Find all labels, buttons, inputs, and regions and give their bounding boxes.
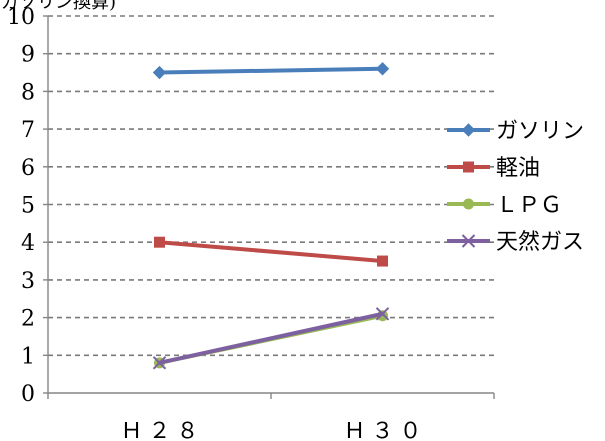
- series-2: [154, 236, 388, 267]
- chart-title: L(ガソリン換算): [0, 0, 116, 13]
- legend-label: ガソリン: [496, 119, 584, 144]
- legend-swatch-marker: [461, 234, 476, 248]
- y-tick-label: 5: [21, 194, 35, 219]
- marker-stroke: [375, 307, 390, 321]
- data-point: [152, 356, 167, 370]
- data-point: [152, 65, 167, 80]
- y-tick-label: 3: [21, 269, 35, 294]
- y-tick-label: 8: [21, 80, 35, 105]
- y-tick-label: 1: [21, 344, 35, 369]
- series-line: [157, 311, 385, 365]
- y-tick-label: 0: [21, 382, 35, 407]
- legend-swatch-marker: [463, 198, 474, 210]
- data-point: [375, 62, 390, 76]
- series-lines: [152, 62, 390, 370]
- x-tick-label: Ｈ２８: [120, 419, 204, 441]
- legend-swatch-marker: [461, 123, 476, 137]
- legend-item: ＬＰＧ: [447, 193, 562, 218]
- y-tick-label: 6: [21, 156, 35, 181]
- legend-item: ガソリン: [447, 119, 584, 144]
- data-point: [375, 307, 390, 321]
- gridlines: [48, 15, 494, 357]
- legend-swatch-marker: [463, 161, 474, 173]
- legend-item: 天然ガス: [447, 230, 584, 255]
- legend-item: 軽油: [447, 156, 540, 181]
- x-tick-label: Ｈ３０: [343, 419, 427, 441]
- y-tick-label: 7: [21, 118, 35, 143]
- y-axis-ticks: 0 1 2 3 4 5 6 7 8 9 10: [7, 5, 48, 407]
- series-4: [152, 307, 390, 370]
- y-tick-label: 2: [21, 307, 35, 332]
- series-1: [152, 62, 390, 80]
- series-line: [157, 240, 385, 264]
- data-point: [377, 255, 388, 267]
- y-tick-label: 4: [21, 231, 35, 256]
- marker-stroke: [152, 356, 167, 370]
- y-tick-label: 10: [7, 5, 35, 30]
- series-line: [157, 66, 385, 75]
- legend-label: ＬＰＧ: [496, 193, 562, 218]
- legend-label: 軽油: [496, 156, 540, 181]
- legend-label: 天然ガス: [496, 230, 584, 255]
- data-point: [154, 236, 165, 248]
- marker-stroke: [461, 234, 476, 248]
- y-tick-label: 9: [21, 43, 35, 68]
- x-axis-ticks: Ｈ２８ Ｈ３０: [47, 393, 495, 441]
